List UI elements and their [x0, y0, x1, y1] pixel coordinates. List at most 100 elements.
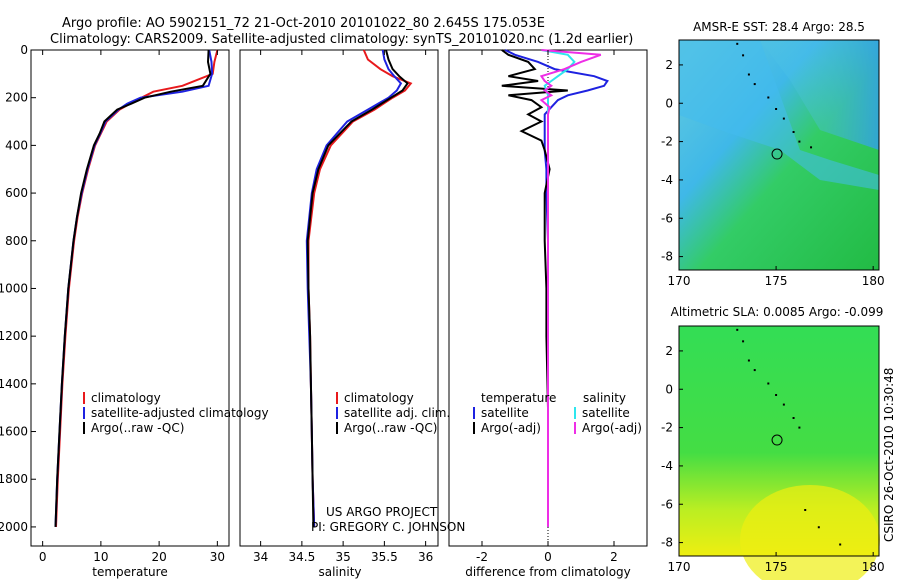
track-point [775, 394, 778, 396]
sla-map-title: Altimetric SLA: 0.0085 Argo: -0.099 [671, 305, 884, 319]
legend-label-satellite: satellite adj. clim. [344, 406, 450, 420]
difference-series [501, 49, 609, 527]
x-tick-label: 175 [765, 560, 788, 574]
temperature-xlabel: temperature [92, 565, 167, 579]
legend-label-climatology: climatology [91, 391, 161, 405]
x-tick-label: 0 [39, 550, 47, 564]
series-line-temperature-satellite [504, 49, 609, 527]
legend-label-temp-satellite: satellite [481, 406, 529, 420]
y-tick-label: -2 [661, 421, 673, 435]
sla-map-panel: Altimetric SLA: 0.0085 Argo: -0.099 170 1… [661, 305, 885, 580]
y-tick-label: 1600 [0, 425, 28, 439]
legend-label-argo: Argo(..raw -QC) [91, 421, 184, 435]
y-tick-label: 1200 [0, 329, 28, 343]
y-tick-label: 1000 [0, 281, 28, 295]
y-tick-label: -4 [661, 459, 673, 473]
project-label: US ARGO PROJECT [326, 505, 438, 519]
track-point [792, 131, 795, 133]
temperature-xticks: 0 10 20 30 [39, 50, 225, 564]
x-tick-label: 30 [210, 550, 225, 564]
difference-legend: temperature salinity satellite Argo(-adj… [473, 391, 642, 435]
x-tick-label: 35 [335, 550, 350, 564]
track-point [747, 359, 750, 362]
track-point [775, 108, 778, 110]
legend-label-temp-argo: Argo(-adj) [481, 421, 541, 435]
y-tick-label: 2 [665, 344, 673, 358]
sst-profile-location-marker [771, 148, 783, 160]
track-point [782, 403, 785, 406]
track-point [736, 42, 739, 45]
difference-xlabel: difference from climatology [465, 565, 631, 579]
track-point [817, 526, 820, 529]
salinity-legend: climatology satellite adj. clim. Argo(..… [336, 391, 450, 435]
x-tick-label: 36 [418, 550, 433, 564]
series-line-climatology [307, 49, 413, 527]
legend-label-sal-satellite: satellite [582, 406, 630, 420]
x-tick-label: 35.5 [371, 550, 398, 564]
y-tick-label: -4 [661, 173, 673, 187]
sst-tongue [679, 40, 879, 190]
sst-map-ticks: 170 175 180 -8 -6 -4 -2 0 2 [661, 58, 885, 288]
temperature-frame [30, 49, 230, 547]
track-point [782, 117, 785, 120]
x-tick-label: 175 [765, 274, 788, 288]
csiro-credit: CSIRO 26-Oct-2010 10:30:48 [882, 368, 896, 542]
temperature-panel: 0 10 20 30 0 200 400 600 800 1000 1200 1400 1600 180… [0, 43, 269, 579]
track-point [839, 543, 842, 546]
y-tick-label: 400 [5, 138, 28, 152]
x-tick-label: -2 [476, 550, 488, 564]
series-line-salinity-argo-adj- [539, 49, 602, 527]
y-tick-label: 2000 [0, 520, 28, 534]
x-tick-label: 2 [610, 550, 618, 564]
y-tick-label: -6 [661, 211, 673, 225]
y-tick-label: -2 [661, 135, 673, 149]
series-line-satellite-adjusted-climatology [54, 49, 214, 527]
track-point [767, 96, 770, 99]
y-tick-label: 800 [5, 234, 28, 248]
y-tick-label: 0 [665, 382, 673, 396]
y-tick-label: -6 [661, 497, 673, 511]
y-tick-label: -8 [661, 536, 673, 550]
x-tick-label: 170 [668, 560, 691, 574]
salinity-series [305, 49, 413, 527]
sst-map-title: AMSR-E SST: 28.4 Argo: 28.5 [693, 20, 865, 34]
legend-title-temperature: temperature [481, 391, 556, 405]
y-tick-label: 200 [5, 91, 28, 105]
sst-map-panel: AMSR-E SST: 28.4 Argo: 28.5 170 175 180 -8 -… [661, 20, 885, 288]
sla-map-ticks: 170 175 180 -8 -6 -4 -2 0 2 [661, 344, 885, 574]
salinity-panel: 34 34.5 35 35.5 36 salinity climatology sate… [239, 49, 465, 579]
y-tick-label: 1400 [0, 377, 28, 391]
track-point [736, 328, 739, 331]
difference-panel: -2 0 2 difference from climatology tempera… [448, 49, 648, 579]
y-tick-label: 0 [665, 96, 673, 110]
y-tick-label: 2 [665, 58, 673, 72]
temperature-legend: climatology satellite-adjusted climatolo… [83, 391, 269, 435]
track-point [753, 369, 756, 372]
sst-map-frame [678, 39, 880, 271]
x-tick-label: 34 [253, 550, 268, 564]
salinity-xticks: 34 34.5 35 35.5 36 [253, 50, 433, 564]
track-point [798, 426, 801, 429]
series-line-argo-raw-qc- [54, 49, 212, 527]
track-point [804, 509, 807, 511]
depth-yticks: 0 200 400 600 800 1000 1200 1400 1600 1800 2000 [0, 43, 36, 534]
track-point [792, 417, 795, 419]
x-tick-label: 20 [151, 550, 166, 564]
difference-xticks: -2 0 2 [476, 50, 618, 564]
track-point [810, 146, 813, 149]
y-tick-label: 600 [5, 186, 28, 200]
pi-label: PI: GREGORY C. JOHNSON [311, 520, 465, 534]
track-point [742, 340, 745, 343]
x-tick-label: 34.5 [289, 550, 316, 564]
series-line-climatology [55, 49, 219, 527]
salinity-xlabel: salinity [318, 565, 361, 579]
y-tick-label: -8 [661, 250, 673, 264]
y-tick-label: 1800 [0, 472, 28, 486]
sla-map-frame [678, 325, 880, 557]
x-tick-label: 180 [862, 560, 885, 574]
track-point [742, 54, 745, 57]
track-point [753, 83, 756, 86]
sla-argo-track [736, 328, 842, 546]
x-tick-label: 0 [544, 550, 552, 564]
